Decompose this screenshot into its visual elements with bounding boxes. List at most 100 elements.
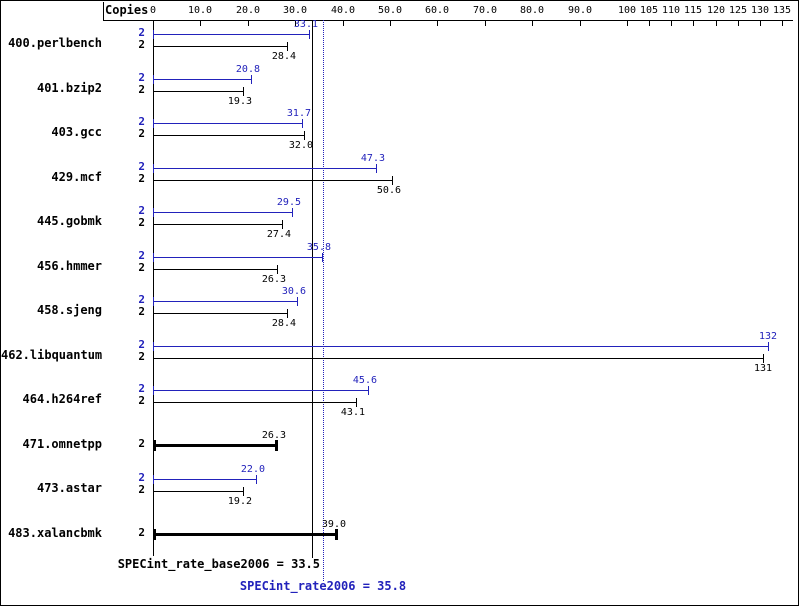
bar-value-label: 26.3 — [261, 274, 286, 285]
bar — [153, 269, 278, 270]
bar-value-label: 32.0 — [288, 140, 313, 151]
bar-end-cap — [763, 354, 764, 363]
bar — [153, 168, 377, 169]
benchmark-label: 464.h264ref — [22, 392, 102, 406]
bar-end-cap — [292, 208, 293, 217]
axis-tick — [760, 20, 761, 26]
axis-tick — [693, 20, 694, 26]
bar — [153, 257, 323, 258]
bar-value-label: 19.2 — [227, 496, 252, 507]
copies-value: 2 — [138, 293, 145, 306]
bar — [153, 123, 303, 124]
benchmark-label: 456.hmmer — [36, 259, 102, 273]
copies-value: 2 — [138, 483, 145, 496]
bar-end-cap — [392, 176, 393, 185]
bar-end-cap — [768, 342, 769, 351]
bar-start-cap — [153, 87, 154, 96]
bar-value-label: 47.3 — [360, 153, 385, 164]
copies-value: 2 — [138, 350, 145, 363]
copies-value: 2 — [138, 115, 145, 128]
bar-end-cap — [376, 164, 377, 173]
axis-tick-label: 100 — [617, 5, 637, 16]
axis-tick — [716, 20, 717, 26]
bar-end-cap — [302, 119, 303, 128]
copies-value: 2 — [138, 204, 145, 217]
bar-start-cap — [153, 342, 154, 351]
bar — [153, 346, 769, 347]
summary-base-label: SPECint_rate_base2006 = 33.5 — [117, 557, 320, 571]
axis-tick — [782, 20, 783, 26]
bar-value-label: 30.6 — [281, 286, 306, 297]
bar-value-label: 33.1 — [293, 19, 318, 30]
bar-end-cap — [251, 75, 252, 84]
bar-start-cap — [153, 42, 154, 51]
axis-tick-label: 70.0 — [472, 5, 498, 16]
benchmark-label: 483.xalancbmk — [8, 526, 102, 540]
bar — [153, 444, 278, 447]
copies-value: 2 — [138, 249, 145, 262]
benchmark-label: 403.gcc — [51, 125, 102, 139]
bar-start-cap — [153, 75, 154, 84]
copies-value: 2 — [138, 71, 145, 84]
axis-tick — [671, 20, 672, 26]
copies-value: 2 — [138, 305, 145, 318]
copies-value: 2 — [138, 261, 145, 274]
bar — [153, 533, 338, 536]
summary-peak-label: SPECint_rate2006 = 35.8 — [239, 579, 407, 593]
base-mean-line — [312, 20, 313, 558]
bar — [153, 224, 283, 225]
axis-tick-label: 105 — [639, 5, 659, 16]
bar-start-cap — [153, 119, 154, 128]
benchmark-label: 400.perlbench — [8, 36, 102, 50]
copies-value: 2 — [138, 437, 145, 450]
axis-tick-label: 30.0 — [282, 5, 308, 16]
copies-value: 2 — [138, 382, 145, 395]
bar-value-label: 28.4 — [271, 51, 296, 62]
bar — [153, 358, 764, 359]
axis-tick-label: 125 — [728, 5, 748, 16]
bar-value-label: 45.6 — [352, 375, 377, 386]
bar-start-cap — [153, 386, 154, 395]
bar-end-cap — [304, 131, 305, 140]
benchmark-label: 445.gobmk — [36, 214, 102, 228]
bar-start-cap — [153, 253, 154, 262]
bar-value-label: 43.1 — [340, 407, 365, 418]
bar-start-cap — [153, 176, 154, 185]
axis-tick — [390, 20, 391, 26]
copies-header: Copies — [105, 3, 149, 17]
bar-end-cap — [277, 265, 278, 274]
bar — [153, 34, 310, 35]
benchmark-label: 462.libquantum — [1, 348, 103, 362]
copies-value: 2 — [138, 526, 145, 539]
benchmark-label: 458.sjeng — [36, 303, 102, 317]
y-axis-line — [153, 20, 154, 556]
bar-value-label: 31.7 — [286, 108, 311, 119]
bar-end-cap — [275, 440, 278, 451]
bar-end-cap — [243, 487, 244, 496]
bar-value-label: 131 — [753, 363, 772, 374]
copies-value: 2 — [138, 338, 145, 351]
axis-tick-label: 90.0 — [567, 5, 593, 16]
copies-value: 2 — [138, 127, 145, 140]
bar — [153, 212, 293, 213]
bar — [153, 390, 369, 391]
bar-start-cap — [153, 309, 154, 318]
copies-value: 2 — [138, 38, 145, 51]
copies-value: 2 — [138, 471, 145, 484]
benchmark-label: 401.bzip2 — [36, 81, 102, 95]
copies-divider-line — [103, 2, 104, 20]
bar-start-cap — [153, 354, 154, 363]
bar-value-label: 35.8 — [306, 242, 331, 253]
axis-tick — [649, 20, 650, 26]
bar — [153, 180, 393, 181]
bar-value-label: 19.3 — [227, 96, 252, 107]
axis-tick-label: 120 — [706, 5, 726, 16]
bar-value-label: 22.0 — [240, 464, 265, 475]
bar-end-cap — [322, 253, 323, 262]
bar-start-cap — [153, 487, 154, 496]
axis-tick-label: 115 — [683, 5, 703, 16]
bar — [153, 479, 257, 480]
axis-tick-label: 20.0 — [235, 5, 261, 16]
axis-tick-label: 110 — [661, 5, 681, 16]
